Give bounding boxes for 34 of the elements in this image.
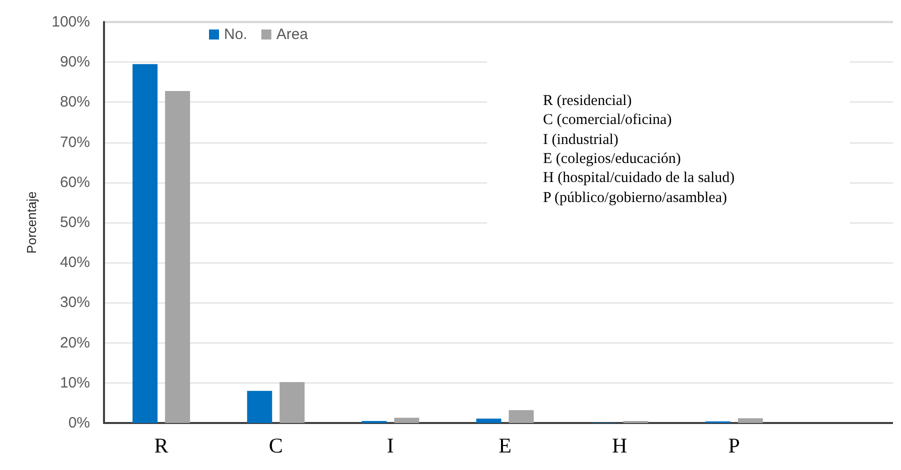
annotation: I (industrial) (543, 132, 618, 149)
y-tick-label: 30% (60, 294, 90, 312)
y-tick-label: 20% (60, 334, 90, 352)
y-tick-label: 40% (60, 254, 90, 272)
y-tick-label: 80% (60, 94, 90, 111)
bar (247, 390, 272, 423)
annotation: R (residencial) (543, 93, 632, 110)
annotation: C (comercial/oficina) (543, 112, 672, 130)
y-tick-label: 60% (60, 174, 90, 191)
y-tick-label: 50% (60, 214, 90, 231)
bar (132, 64, 158, 423)
annotation: E (colegios/educación) (543, 150, 681, 168)
legend-label: No. (224, 26, 248, 43)
x-tick-label: I (386, 434, 394, 458)
bar (280, 382, 305, 423)
bar (476, 418, 502, 423)
annotation: P (público/gobierno/asamblea) (543, 190, 727, 206)
x-tick-label: R (154, 434, 168, 458)
x-tick-label: C (268, 434, 283, 458)
y-axis-title: Porcentaje (24, 191, 39, 254)
bar (508, 410, 534, 423)
bar (165, 90, 190, 423)
y-tick-label: 70% (60, 134, 90, 151)
legend-label: Area (276, 26, 309, 43)
y-tick-label: 100% (52, 14, 90, 30)
bar (394, 418, 420, 423)
x-tick-label: E (498, 434, 512, 458)
bar (738, 418, 763, 423)
y-tick-label: 0% (68, 414, 90, 432)
annotation: H (hospital/cuidado de la salud) (543, 170, 735, 188)
y-tick-label: 90% (60, 54, 90, 71)
y-tick-label: 10% (60, 374, 90, 392)
x-tick-label: H (612, 434, 628, 458)
x-tick-label: P (728, 434, 740, 458)
